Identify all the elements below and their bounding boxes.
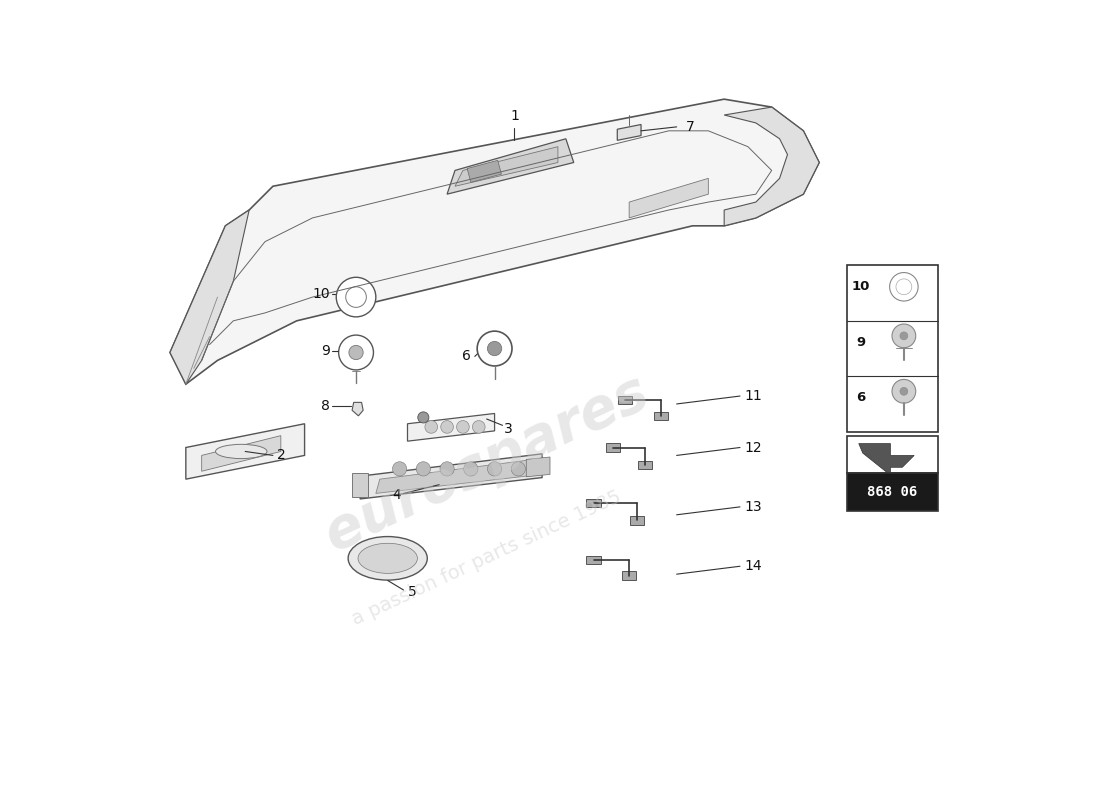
Circle shape [487, 462, 502, 476]
Polygon shape [360, 454, 542, 499]
Text: 5: 5 [407, 585, 416, 598]
Polygon shape [352, 402, 363, 416]
Ellipse shape [348, 537, 427, 580]
Polygon shape [352, 473, 367, 498]
Text: 9: 9 [857, 336, 866, 349]
Circle shape [487, 342, 502, 356]
Text: 11: 11 [744, 389, 761, 403]
Text: eurospares: eurospares [317, 365, 657, 562]
Circle shape [425, 421, 438, 434]
Circle shape [900, 387, 908, 395]
Circle shape [345, 286, 366, 307]
Text: 4: 4 [393, 488, 402, 502]
Text: 3: 3 [504, 422, 513, 435]
Text: 6: 6 [857, 391, 866, 404]
Text: 14: 14 [744, 559, 761, 574]
Bar [586, 556, 601, 564]
Polygon shape [376, 459, 535, 494]
Polygon shape [526, 457, 550, 477]
Circle shape [464, 462, 478, 476]
Bar [847, 474, 938, 511]
Circle shape [393, 462, 407, 476]
Bar [653, 411, 668, 420]
Ellipse shape [358, 543, 417, 574]
Circle shape [892, 379, 915, 403]
Polygon shape [724, 107, 820, 226]
Text: 1: 1 [510, 109, 519, 123]
Circle shape [339, 335, 374, 370]
Text: 2: 2 [277, 449, 286, 462]
Bar [630, 516, 645, 525]
Polygon shape [407, 414, 495, 441]
Circle shape [892, 324, 915, 348]
Bar [468, 160, 502, 182]
Bar [621, 571, 636, 580]
Text: 12: 12 [744, 441, 761, 454]
Circle shape [456, 421, 470, 434]
Circle shape [512, 462, 526, 476]
Bar [638, 461, 652, 469]
Bar [606, 443, 620, 452]
Ellipse shape [216, 444, 267, 458]
Text: 9: 9 [321, 344, 330, 358]
Polygon shape [455, 146, 558, 186]
Text: 10: 10 [312, 287, 330, 301]
Bar [847, 436, 938, 474]
Circle shape [349, 346, 363, 360]
Circle shape [900, 332, 908, 340]
Circle shape [441, 421, 453, 434]
Circle shape [477, 331, 512, 366]
Text: 6: 6 [462, 350, 471, 363]
Text: 8: 8 [321, 399, 330, 414]
Polygon shape [170, 99, 820, 384]
Text: a passion for parts since 1985: a passion for parts since 1985 [349, 487, 625, 630]
Text: 868 06: 868 06 [867, 485, 917, 499]
Circle shape [418, 412, 429, 423]
Circle shape [337, 278, 376, 317]
Circle shape [890, 273, 918, 301]
Bar [847, 266, 938, 432]
Circle shape [416, 462, 430, 476]
Text: 10: 10 [851, 280, 870, 294]
Bar [618, 396, 632, 404]
Circle shape [896, 279, 912, 294]
Bar [586, 498, 601, 507]
Text: 7: 7 [686, 120, 695, 134]
Circle shape [440, 462, 454, 476]
Circle shape [472, 421, 485, 434]
Polygon shape [859, 443, 914, 475]
Polygon shape [629, 178, 708, 218]
Polygon shape [617, 125, 641, 140]
Text: 13: 13 [744, 500, 761, 514]
Polygon shape [170, 210, 250, 384]
Polygon shape [447, 138, 574, 194]
Polygon shape [186, 424, 305, 479]
Polygon shape [201, 436, 280, 471]
